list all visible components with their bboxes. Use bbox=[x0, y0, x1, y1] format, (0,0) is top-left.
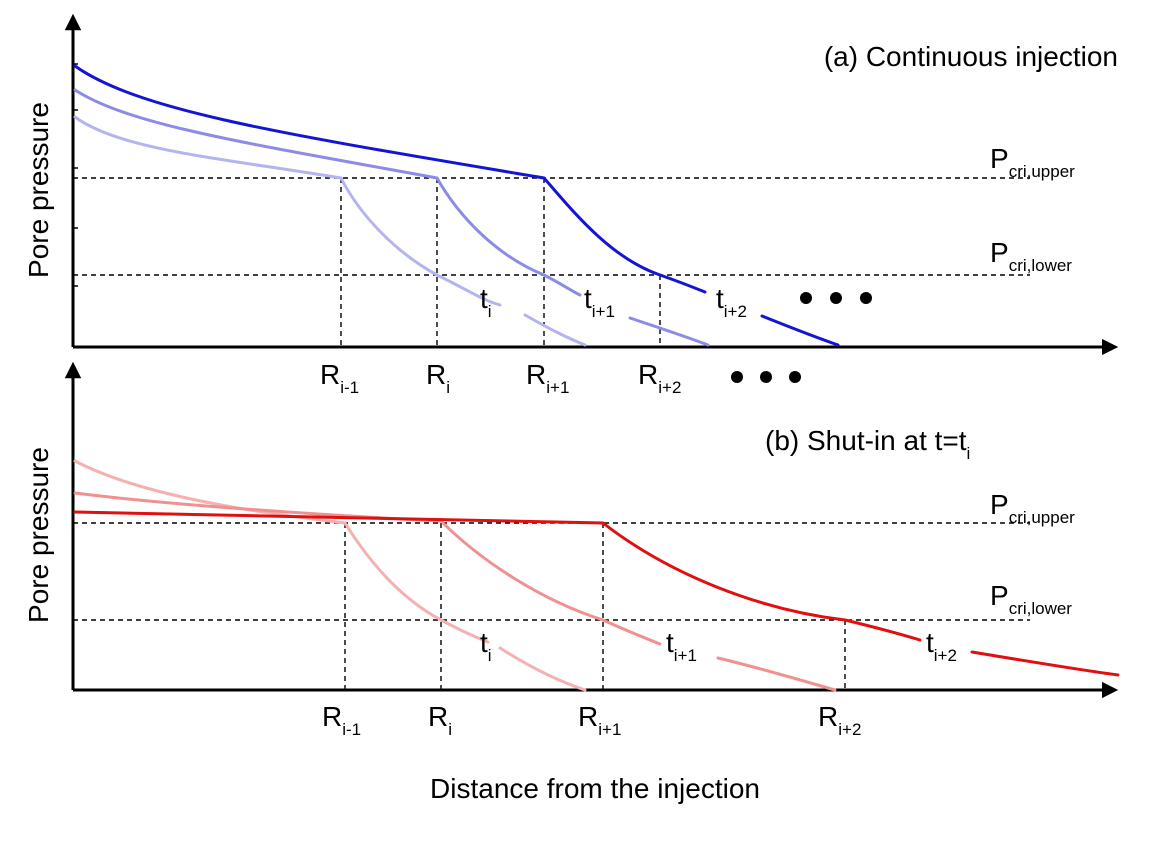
panel-a-curve-ti bbox=[73, 115, 587, 347]
panel-a-ellipsis-dots bbox=[800, 292, 872, 304]
panel-a-t-label: ti+2 bbox=[716, 283, 747, 321]
panel-a-r-label: Ri bbox=[426, 359, 450, 397]
panel-b-r-label: Ri+2 bbox=[818, 701, 861, 739]
panel-b-p-lower-label: Pcri,lower bbox=[990, 580, 1072, 618]
panel-a-r-label: Ri+1 bbox=[526, 359, 569, 397]
panel-a-r-ellipsis-dots bbox=[731, 371, 801, 383]
panel-a-y-label: Pore pressure bbox=[23, 102, 54, 278]
panel-b-r-label: Ri bbox=[428, 701, 452, 739]
panel-a-title: (a) Continuous injection bbox=[824, 41, 1118, 72]
panel-b-p-upper-label: Pcri,upper bbox=[990, 489, 1075, 527]
panel-a-r-label: Ri-1 bbox=[320, 359, 359, 397]
panel-b-r-label: Ri-1 bbox=[322, 701, 361, 739]
panel-b: (b) Shut-in at t=ti Pore pressure Pcri,u… bbox=[23, 361, 1120, 739]
panel-a: (a) Continuous injection Pore pressure P… bbox=[23, 13, 1119, 397]
panel-a-curve-ti2 bbox=[73, 64, 840, 347]
panel-b-curve-ti1 bbox=[73, 491, 837, 692]
panel-a-t-label: ti+1 bbox=[584, 283, 615, 321]
panel-a-p-upper-label: Pcri,upper bbox=[990, 143, 1075, 181]
panel-b-title: (b) Shut-in at t=ti bbox=[765, 425, 970, 463]
panel-b-curve-ti bbox=[73, 459, 587, 692]
panel-a-curve-ti1 bbox=[73, 88, 710, 347]
panel-b-t-label: ti+1 bbox=[666, 627, 697, 665]
x-axis-label: Distance from the injection bbox=[430, 773, 760, 804]
panel-b-r-label: Ri+1 bbox=[578, 701, 621, 739]
panel-a-t-label: ti bbox=[480, 283, 492, 321]
panel-a-p-lower-label: Pcri,lower bbox=[990, 237, 1072, 275]
panel-b-curve-ti2 bbox=[73, 510, 1120, 677]
panel-b-t-label: ti bbox=[480, 627, 492, 665]
panel-b-y-label: Pore pressure bbox=[23, 447, 54, 623]
panel-a-r-label: Ri+2 bbox=[638, 359, 681, 397]
panel-b-t-label: ti+2 bbox=[926, 627, 957, 665]
panel-a-y-ticks bbox=[73, 63, 78, 287]
